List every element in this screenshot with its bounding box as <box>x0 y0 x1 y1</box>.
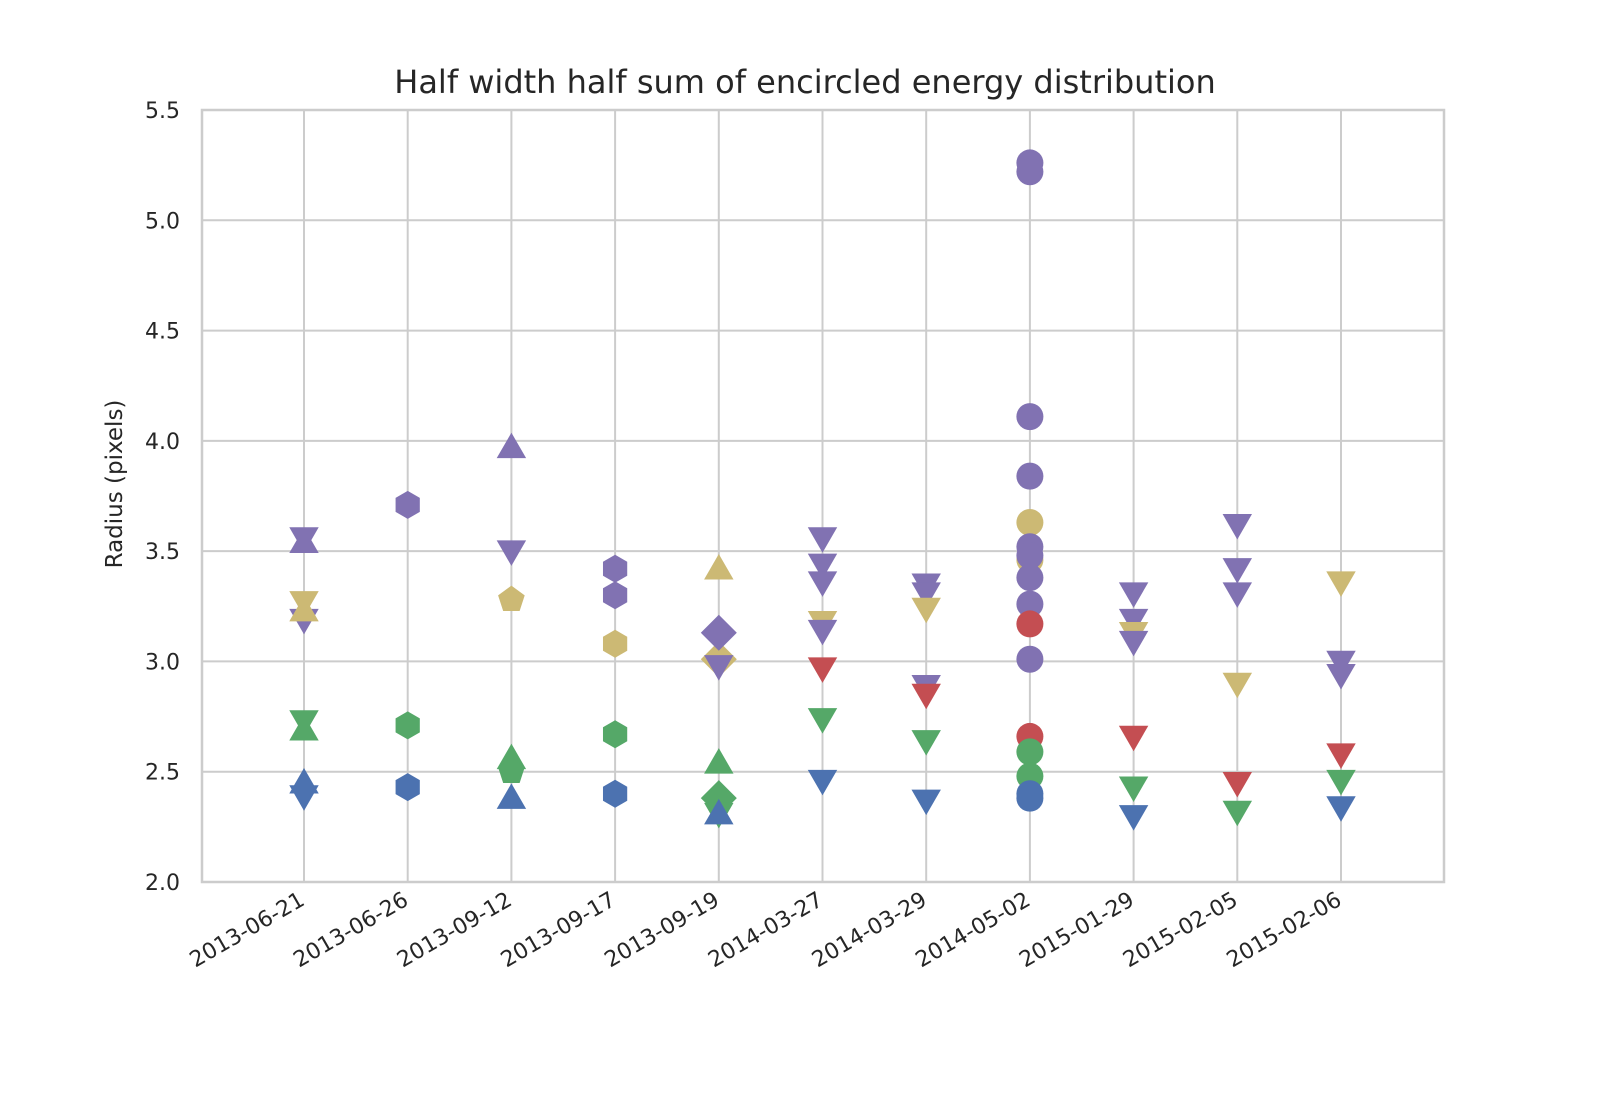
data-point-red-triangle-down <box>807 657 838 683</box>
data-point-purple-triangle-down <box>1222 582 1253 608</box>
data-point-blue-triangle-down <box>911 789 941 816</box>
data-point-red-triangle-down <box>1222 772 1253 798</box>
chart-title: Half width half sum of encircled energy … <box>394 63 1216 101</box>
data-points <box>289 149 1356 831</box>
data-point-purple-circle <box>1016 645 1044 673</box>
data-point-purple-triangle-down <box>807 619 838 646</box>
data-point-gold-triangle-down <box>1326 571 1356 597</box>
y-tick-label: 3.5 <box>145 540 180 565</box>
data-point-purple-circle <box>1016 564 1044 592</box>
data-point-purple-diamond <box>700 614 737 651</box>
data-point-purple-triangle-down <box>704 655 734 681</box>
data-point-green-triangle-up <box>704 748 734 774</box>
data-point-purple-triangle-down <box>1118 608 1149 635</box>
data-point-gold-circle <box>1016 508 1044 536</box>
data-point-green-circle <box>1016 738 1044 766</box>
data-point-purple-triangle-up <box>496 432 527 459</box>
data-point-green-hexagon <box>395 711 420 740</box>
data-point-green-hexagon <box>602 720 628 749</box>
x-tick-label: 2013-06-26 <box>289 888 412 974</box>
data-point-gold-triangle-down <box>1222 672 1253 699</box>
data-point-purple-triangle-down <box>1326 663 1356 690</box>
data-point-purple-triangle-down <box>1118 582 1149 608</box>
y-tick-label: 2.5 <box>145 761 180 786</box>
data-point-purple-triangle-down <box>1222 513 1253 540</box>
x-tick-label: 2014-03-27 <box>704 888 827 974</box>
data-point-gold-triangle-up <box>704 553 734 580</box>
x-tick-label: 2014-03-29 <box>808 888 931 974</box>
data-point-blue-triangle-down <box>807 769 838 796</box>
x-tick-label: 2015-02-05 <box>1119 888 1242 974</box>
data-point-purple-triangle-down <box>807 553 838 580</box>
y-tick-label: 3.0 <box>145 650 180 675</box>
data-point-purple-circle <box>1016 542 1044 570</box>
data-point-red-triangle-down <box>1118 725 1149 752</box>
data-point-green-triangle-down <box>911 730 941 756</box>
data-point-purple-triangle-down <box>911 582 941 608</box>
y-tick-label: 4.5 <box>145 320 180 345</box>
data-point-blue-circle <box>1016 784 1044 812</box>
grid <box>200 108 1446 884</box>
data-point-purple-triangle-down <box>1118 630 1149 657</box>
tick-labels: 2.02.53.03.54.04.55.05.52013-06-212013-0… <box>145 99 1346 973</box>
y-tick-label: 2.0 <box>145 871 180 896</box>
data-point-green-triangle-down <box>807 708 838 734</box>
data-point-purple-triangle-down <box>496 540 527 566</box>
data-point-blue-triangle-up <box>289 767 319 794</box>
data-point-gold-pentagon <box>498 585 525 611</box>
data-point-green-triangle-up <box>496 743 527 770</box>
data-point-purple-hexagon <box>602 554 628 583</box>
y-tick-label: 4.0 <box>145 430 180 455</box>
data-point-blue-triangle-up <box>704 798 734 825</box>
x-tick-label: 2013-09-12 <box>393 888 516 974</box>
data-point-purple-triangle-down <box>807 571 838 597</box>
data-point-green-triangle-up <box>289 715 319 741</box>
data-point-purple-hexagon <box>602 581 628 610</box>
data-point-purple-triangle-up <box>289 527 319 554</box>
x-tick-label: 2013-06-21 <box>186 888 309 974</box>
data-point-green-pentagon <box>498 757 525 784</box>
y-tick-label: 5.0 <box>145 209 180 234</box>
data-point-red-triangle-down <box>911 683 941 710</box>
data-point-red-circle <box>1016 610 1044 638</box>
data-point-blue-triangle-down <box>1118 805 1149 831</box>
data-point-blue-triangle-up <box>496 783 527 809</box>
x-tick-label: 2015-01-29 <box>1015 888 1138 974</box>
x-tick-label: 2013-09-19 <box>601 888 724 974</box>
y-tick-label: 5.5 <box>145 99 180 124</box>
plot-frame <box>200 108 1446 884</box>
data-point-blue-hexagon <box>395 773 420 802</box>
data-point-gold-hexagon <box>602 629 628 658</box>
data-point-purple-triangle-down <box>1326 650 1356 677</box>
x-tick-label: 2015-02-06 <box>1223 888 1346 974</box>
x-tick-label: 2014-05-02 <box>912 888 1035 974</box>
data-point-purple-circle <box>1016 590 1044 618</box>
data-point-green-triangle-down <box>1118 776 1149 802</box>
data-point-purple-circle <box>1016 403 1044 431</box>
data-point-blue-hexagon <box>602 779 628 808</box>
data-point-gold-triangle-up <box>289 595 319 622</box>
data-point-purple-hexagon <box>395 490 420 519</box>
data-point-green-triangle-down <box>1222 800 1253 827</box>
data-point-purple-circle <box>1016 158 1044 186</box>
data-point-purple-circle <box>1016 462 1044 490</box>
data-point-purple-triangle-down <box>1222 558 1253 584</box>
data-point-red-triangle-down <box>1326 743 1356 769</box>
y-axis-label: Radius (pixels) <box>102 400 128 569</box>
data-point-gold-triangle-down <box>911 597 941 624</box>
x-tick-label: 2013-09-17 <box>497 888 620 974</box>
data-point-green-triangle-down <box>1326 769 1356 796</box>
data-point-blue-triangle-down <box>1326 796 1356 822</box>
data-point-purple-triangle-down <box>807 527 838 553</box>
